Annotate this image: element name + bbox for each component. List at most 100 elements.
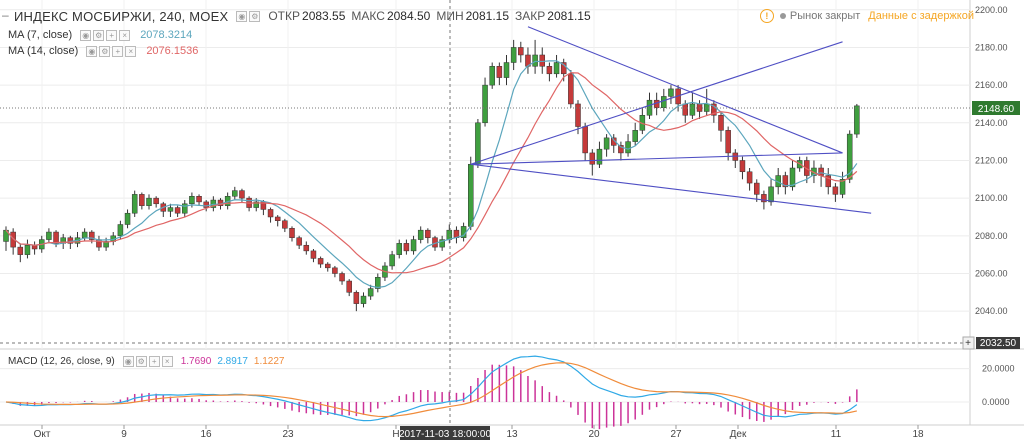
crosshair-add-button[interactable]: [962, 336, 975, 350]
close-value: 2081.15: [547, 9, 591, 23]
eye-icon[interactable]: ◉: [86, 45, 98, 57]
candle-body: [661, 96, 667, 108]
candle-body: [668, 88, 674, 97]
settings-icon[interactable]: ⚙: [99, 45, 111, 57]
candle-body: [503, 62, 510, 78]
close-icon[interactable]: ×: [125, 45, 137, 57]
candle: [468, 156, 474, 231]
candle: [553, 54, 560, 78]
last-price-value: 2148.60: [978, 104, 1015, 115]
candle-body: [510, 47, 517, 63]
candle-body: [546, 66, 553, 75]
candle-body: [804, 160, 810, 176]
candle: [296, 235, 302, 249]
delay-notice[interactable]: Данные с задержкой: [868, 10, 974, 22]
candle-body: [632, 130, 638, 142]
ma7-value: 2078.3214: [140, 29, 193, 41]
candle-body: [589, 152, 596, 165]
candle-body: [854, 105, 860, 135]
crosshair-add-icon[interactable]: +: [965, 338, 971, 349]
candle: [360, 292, 367, 308]
plus-icon[interactable]: +: [112, 45, 124, 57]
candle: [425, 228, 431, 244]
plus-icon[interactable]: +: [148, 356, 160, 367]
candle-body: [475, 122, 481, 165]
candle: [124, 209, 131, 229]
trend-lines-layer[interactable]: [470, 26, 872, 214]
candle: [668, 85, 674, 104]
candle: [725, 126, 731, 161]
candle-body: [689, 103, 696, 116]
macd-tick-label: 20.0000: [982, 364, 1015, 374]
candle: [417, 226, 424, 244]
candle: [503, 54, 510, 86]
macd-header[interactable]: MACD (12, 26, close, 9) ◉ ⚙ + × 1.7690 2.89…: [8, 356, 285, 367]
candle: [568, 70, 574, 108]
trend-line[interactable]: [470, 41, 843, 165]
symbol-title[interactable]: ИНДЕКС МОСБИРЖИ, 240, MOEX: [14, 8, 229, 24]
candle-body: [124, 212, 131, 225]
candle-body: [403, 243, 410, 252]
eye-icon[interactable]: ◉: [80, 29, 92, 41]
candle: [532, 39, 538, 74]
eye-icon[interactable]: ◉: [236, 10, 248, 22]
candle-body: [375, 277, 381, 289]
crosshair-price-value: 2032.50: [980, 338, 1017, 349]
candle-body: [289, 228, 295, 238]
candle-body: [303, 244, 310, 252]
open-value: 2083.55: [302, 9, 346, 23]
candle: [232, 186, 238, 201]
candle-body: [568, 73, 574, 105]
candle-body: [17, 246, 24, 255]
candle: [375, 273, 381, 293]
candle-body: [618, 145, 624, 154]
series-controls: ◉ ⚙: [236, 10, 262, 22]
candle: [289, 226, 295, 242]
candle-body: [596, 148, 603, 165]
price-tick-label: 2060.00: [975, 268, 1008, 278]
settings-icon[interactable]: ⚙: [135, 356, 147, 367]
candle-body: [131, 194, 138, 214]
eye-icon[interactable]: ◉: [122, 356, 134, 367]
signal-line: [5, 362, 857, 418]
ma7-controls: ◉ ⚙ + ×: [80, 29, 132, 41]
candle: [367, 284, 374, 300]
candle-body: [553, 62, 560, 75]
candle: [389, 250, 395, 270]
candle-body: [682, 103, 688, 116]
trend-line[interactable]: [470, 152, 843, 165]
close-icon[interactable]: ×: [119, 29, 131, 41]
settings-icon[interactable]: ⚙: [249, 10, 261, 22]
price-grid: [0, 0, 970, 349]
time-tick-label: Окт: [34, 429, 51, 440]
candle: [24, 239, 31, 259]
settings-icon[interactable]: ⚙: [93, 29, 105, 41]
collapse-toggle[interactable]: –: [2, 8, 9, 22]
candle: [17, 243, 24, 263]
candle-body: [625, 141, 631, 154]
candle: [539, 47, 545, 74]
candle: [182, 200, 188, 217]
candle-body: [496, 66, 503, 78]
time-tick-label: 11: [831, 429, 842, 440]
candle: [618, 141, 624, 161]
candle-body: [417, 229, 424, 240]
plus-icon[interactable]: +: [106, 29, 118, 41]
candle-body: [232, 190, 238, 197]
warning-icon[interactable]: !: [759, 9, 774, 23]
indicator-ma14[interactable]: MA (14, close) ◉ ⚙ + × 2076.1536: [8, 44, 198, 58]
trend-line[interactable]: [470, 163, 872, 214]
candle-body: [532, 54, 538, 67]
symbol-header: ИНДЕКС МОСБИРЖИ, 240, MOEX ◉ ⚙ ОТКР 2083…: [10, 6, 591, 26]
indicator-ma7[interactable]: MA (7, close) ◉ ⚙ + × 2078.3214: [8, 28, 192, 42]
candle-body: [267, 209, 274, 218]
candle: [739, 156, 746, 180]
candle-body: [754, 182, 760, 195]
trend-line[interactable]: [527, 26, 843, 154]
candle-body: [425, 229, 431, 238]
close-icon[interactable]: ×: [161, 356, 173, 367]
candle: [489, 62, 495, 89]
candle: [167, 203, 174, 217]
price-tick-label: 2100.00: [975, 193, 1008, 203]
